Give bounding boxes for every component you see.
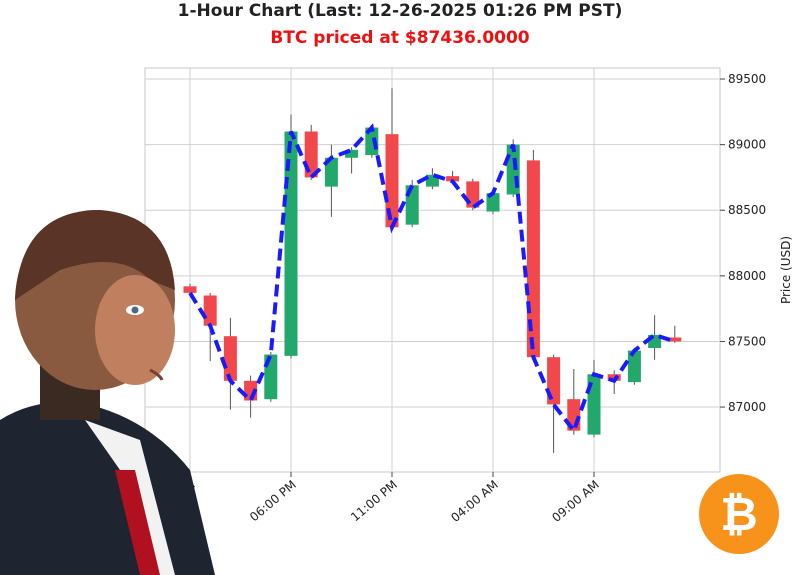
x-tick-label: 09:00 AM — [549, 478, 602, 525]
svg-text:₿: ₿ — [720, 487, 758, 541]
x-tick-label: 04:00 AM — [448, 478, 501, 525]
person-illustration — [0, 210, 215, 575]
y-tick-label: 89000 — [728, 138, 766, 152]
close-line — [188, 123, 676, 435]
plot: 87000875008800088500890008950001:00 PM06… — [145, 68, 766, 525]
candle-body — [345, 149, 359, 158]
candle-body — [324, 157, 338, 187]
plot-frame — [144, 67, 721, 473]
x-tick-label: 11:00 PM — [348, 478, 400, 525]
candle-body — [385, 134, 399, 228]
chart-title: 1-Hour Chart (Last: 12-26-2025 01:26 PM … — [178, 1, 623, 21]
chart-subtitle: BTC priced at $87436.0000 — [270, 28, 529, 48]
candle-body — [183, 286, 197, 293]
candle-body — [587, 374, 601, 435]
candle-body — [203, 295, 217, 326]
candle-body — [627, 350, 641, 383]
candle-body — [425, 174, 439, 187]
y-tick-label: 89500 — [728, 72, 766, 86]
x-tick-label: 06:00 PM — [247, 478, 299, 525]
candle-body — [446, 176, 460, 182]
y-tick-label: 87500 — [728, 334, 766, 348]
y-tick-label: 88000 — [728, 269, 766, 283]
y-tick-label: 87000 — [728, 400, 766, 414]
bitcoin-logo: ₿ — [699, 474, 779, 554]
y-tick-label: 88500 — [728, 203, 766, 217]
y-axis-label: Price (USD) — [779, 236, 793, 304]
candle-body — [223, 336, 237, 381]
candle-body — [668, 337, 682, 342]
